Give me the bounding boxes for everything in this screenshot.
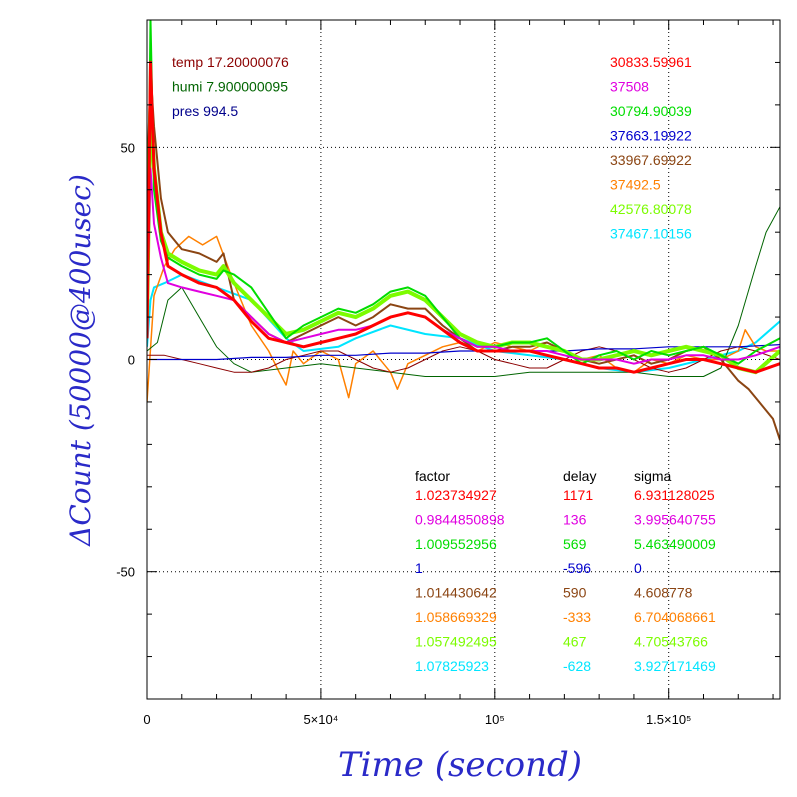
offset-value: 33967.69922: [610, 152, 692, 168]
table-cell: 4.70543766: [634, 633, 708, 649]
table-cell: 1171: [563, 487, 593, 503]
offset-values: 30833.59961 37508 30794.90039 37663.19922 33…: [610, 54, 692, 242]
table-cell: 0: [634, 560, 642, 576]
table-cell: 1.009552956: [415, 536, 497, 552]
series-line-10: [147, 60, 780, 374]
table-cell: 467: [563, 633, 587, 649]
offset-value: 37663.19922: [610, 128, 692, 144]
y-tick-label: 50: [121, 140, 135, 155]
table-header: factor: [415, 468, 450, 484]
table-cell: 569: [563, 536, 587, 552]
axis-ticks: 0 5×10⁴ 10⁵ 1.5×10⁵ -50 0 50: [116, 20, 780, 727]
table-cell: 0.9844850898: [415, 511, 505, 527]
env-annotation: pres 994.5: [172, 103, 238, 119]
table-cell: 5.463490009: [634, 536, 716, 552]
table-cell: 136: [563, 511, 587, 527]
x-tick-label: 5×10⁴: [303, 712, 338, 727]
env-annotation: humi 7.900000095: [172, 79, 288, 95]
offset-value: 37508: [610, 79, 649, 95]
table-cell: 6.704068661: [634, 609, 716, 625]
table-cell: -628: [563, 658, 591, 674]
table-cell: 1.014430642: [415, 585, 497, 601]
x-tick-label: 1.5×10⁵: [646, 712, 692, 727]
y-axis-title: ΔCount (50000@400usec): [64, 174, 97, 547]
table-cell: -333: [563, 609, 591, 625]
table-header: delay: [563, 468, 596, 484]
series-line-8: [147, 20, 780, 365]
series-line-4: [147, 346, 780, 373]
series-line-3: [147, 206, 780, 377]
series-line-2: [147, 235, 780, 402]
table-cell: 3.927171469: [634, 658, 716, 674]
series-line-7: [147, 102, 780, 375]
table-cell: 1.058669329: [415, 609, 497, 625]
env-annotation: temp 17.20000076: [172, 54, 289, 70]
table-header: sigma: [634, 468, 672, 484]
table-cell: 1.07825923: [415, 658, 489, 674]
y-tick-label: -50: [116, 565, 135, 580]
series-line-1: [147, 273, 780, 374]
environment-annotations: temp 17.20000076 humi 7.900000095 pres 994…: [172, 54, 289, 119]
y-tick-label: 0: [128, 353, 135, 368]
parameter-table: factor delay sigma 1.023734927 1171 6.9311280…: [415, 468, 716, 674]
x-tick-label: 0: [143, 712, 150, 727]
offset-value: 37467.10156: [610, 226, 692, 242]
table-cell: 6.931128025: [634, 487, 715, 503]
table-cell: 1.057492495: [415, 633, 497, 649]
grid-lines: [147, 20, 780, 699]
table-cell: 1.023734927: [415, 487, 497, 503]
series-group: [147, 20, 780, 441]
table-cell: 1: [415, 560, 423, 576]
table-cell: -596: [563, 560, 591, 576]
offset-value: 30833.59961: [610, 54, 692, 70]
x-axis-title: Time (second): [338, 745, 582, 785]
table-cell: 3.995640755: [634, 511, 716, 527]
table-cell: 4.608778: [634, 585, 693, 601]
offset-value: 37492.5: [610, 177, 661, 193]
table-cell: 590: [563, 585, 587, 601]
x-tick-label: 10⁵: [485, 712, 505, 727]
series-line-5: [147, 344, 780, 361]
offset-value: 30794.90039: [610, 103, 692, 119]
offset-value: 42576.80078: [610, 201, 692, 217]
